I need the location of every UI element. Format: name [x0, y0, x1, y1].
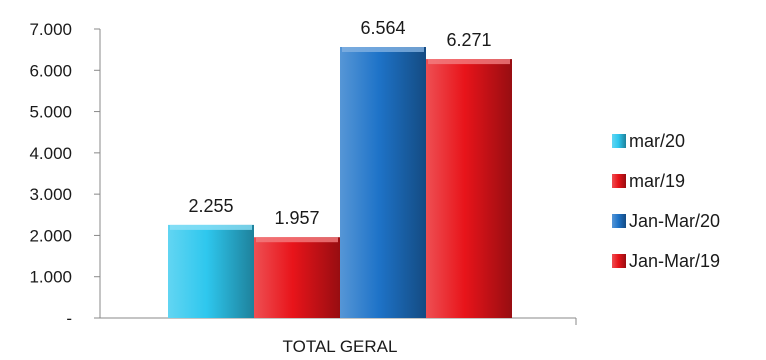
bar-highlight [342, 47, 424, 53]
y-tick-label: 6.000 [29, 61, 72, 80]
bars [168, 47, 512, 318]
legend-label: Jan-Mar/19 [629, 251, 720, 271]
bar-highlight [256, 237, 338, 243]
data-label: 6.564 [360, 18, 405, 38]
legend-swatch [612, 174, 626, 188]
y-tick-label: 1.000 [29, 268, 72, 287]
x-category-label: TOTAL GERAL [283, 337, 398, 356]
legend-label: Jan-Mar/20 [629, 211, 720, 231]
bar-mar-20 [168, 224, 254, 318]
data-label: 1.957 [274, 208, 319, 228]
y-tick-label: 7.000 [29, 20, 72, 39]
legend-swatch [612, 214, 626, 228]
data-labels: 2.255 1.957 6.564 6.271 [188, 18, 491, 228]
bar-mar-19 [254, 237, 340, 318]
legend-swatch [612, 254, 626, 268]
data-label: 6.271 [446, 30, 491, 50]
legend-label: mar/19 [629, 171, 685, 191]
bar-highlight [428, 59, 510, 65]
y-tick-label: 4.000 [29, 144, 72, 163]
bar-jan-mar-20 [340, 47, 426, 318]
legend: mar/20 mar/19 Jan-Mar/20 Jan-Mar/19 [612, 131, 720, 271]
y-tick-label: 2.000 [29, 226, 72, 245]
legend-swatch [612, 134, 626, 148]
y-axis: - 1.000 2.000 3.000 4.000 5.000 6.000 7.000 [29, 20, 101, 328]
y-tick-label: 3.000 [29, 185, 72, 204]
data-label: 2.255 [188, 196, 233, 216]
y-tick-label: - [66, 309, 72, 328]
y-tick-label: 5.000 [29, 103, 72, 122]
x-axis: TOTAL GERAL [100, 317, 577, 356]
bar-highlight [170, 224, 252, 230]
bar-jan-mar-19 [426, 59, 512, 318]
legend-label: mar/20 [629, 131, 685, 151]
